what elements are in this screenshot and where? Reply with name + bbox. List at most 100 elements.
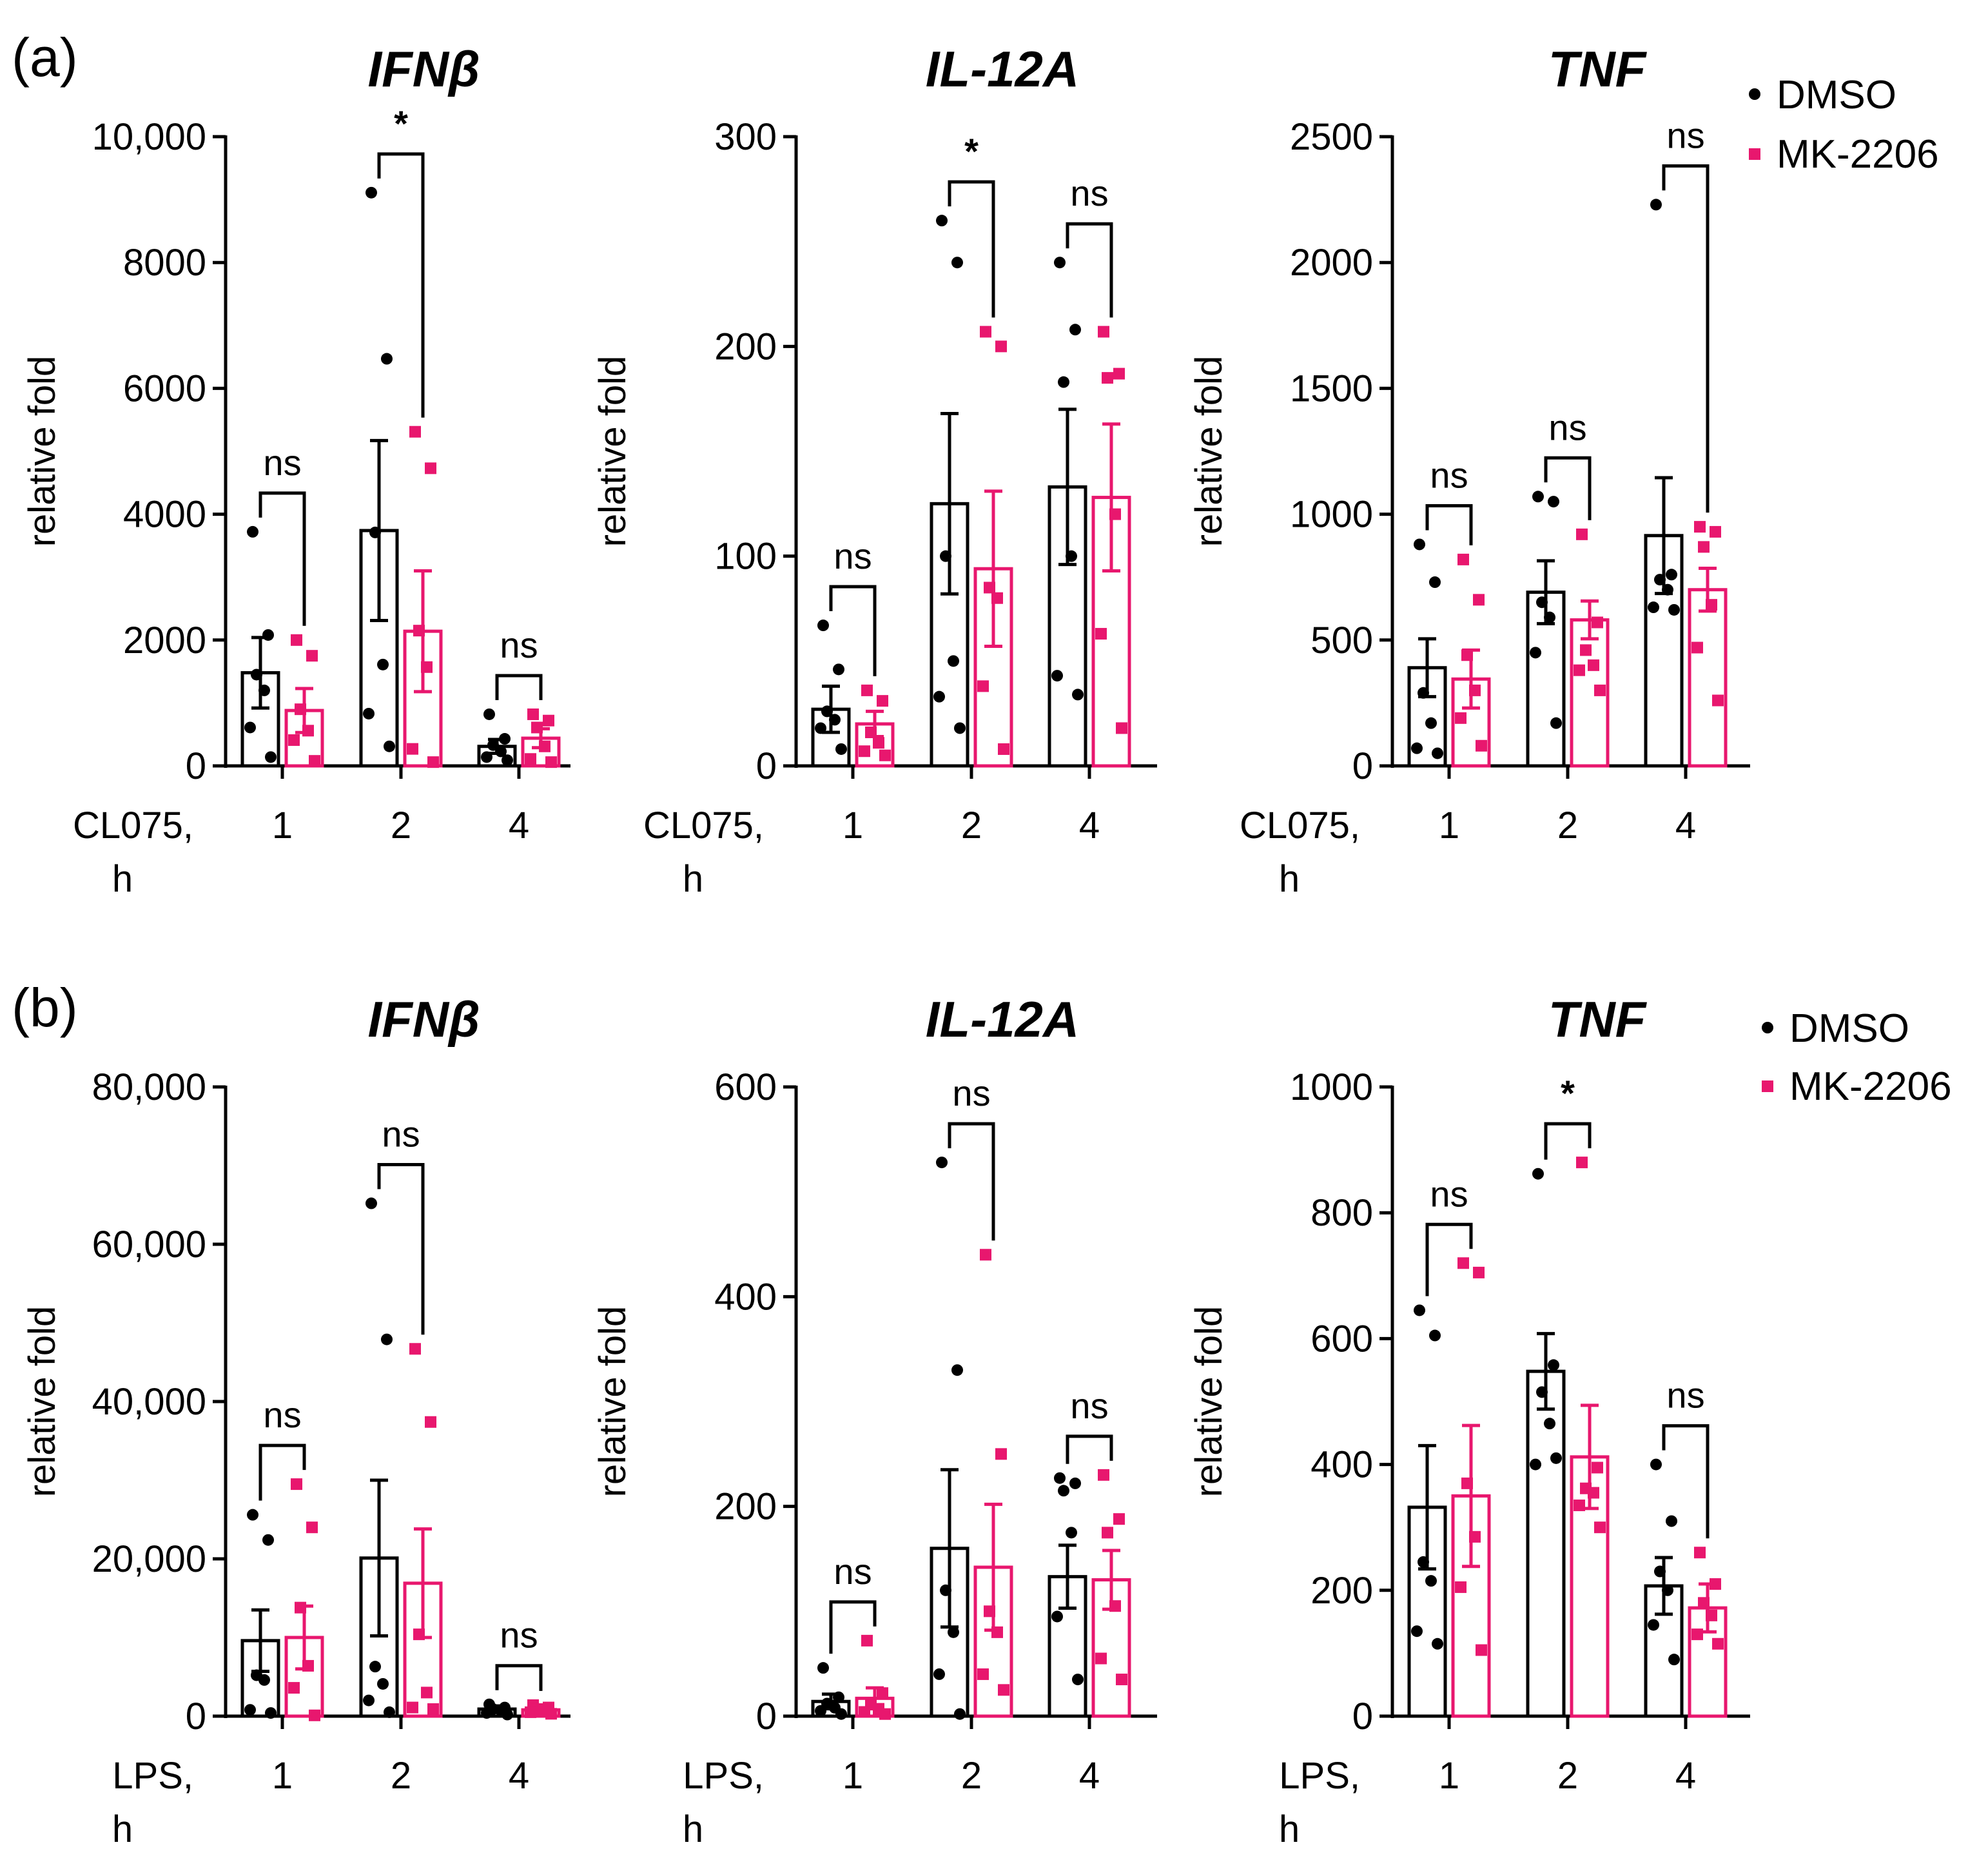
significance-label: ns [263,442,301,483]
significance-label: ns [952,1073,990,1113]
data-point-dmso [495,745,507,758]
legend-mk-marker [1762,1080,1773,1092]
x-axis-unit-label: h [683,1808,703,1850]
data-point-mk2206 [865,726,877,738]
x-tick-label: 4 [1079,805,1100,846]
data-point-dmso [1414,1304,1425,1316]
x-tick-label: 2 [961,1755,982,1797]
data-point-dmso [1432,1637,1443,1650]
data-point-mk2206 [407,743,418,755]
legend-dmso-marker [1762,1022,1773,1033]
x-tick-label: 1 [1439,805,1459,846]
chart-a-3: TNF relative fold 0 500 1000 1500 2000 2500 CL07… [1188,41,1750,900]
significance-bracket [1425,503,1473,545]
data-point-dmso [951,1364,963,1376]
data-point-dmso [381,353,393,365]
panel-label-b: (b) [12,977,78,1038]
data-point-mk2206 [302,1659,314,1672]
data-point-mk2206 [1469,1530,1481,1543]
data-point-dmso [817,1662,829,1674]
data-point-dmso [365,186,377,199]
y-tick-label: 800 [1311,1192,1373,1234]
data-point-dmso [262,629,274,641]
y-tick-label: 0 [756,745,777,787]
data-point-dmso [258,1674,270,1686]
data-point-mk2206 [1592,1461,1603,1474]
data-point-mk2206 [1457,1257,1469,1269]
x-tick-label: 1 [272,805,293,846]
data-point-dmso [1550,1452,1562,1464]
data-point-mk2206 [1461,649,1473,661]
data-point-mk2206 [1576,1157,1588,1169]
data-point-mk2206 [421,661,433,673]
data-point-mk2206 [1691,1628,1703,1641]
data-point-mk2206 [984,582,995,594]
data-point-dmso [262,1534,274,1546]
x-axis-unit-label: h [112,1808,133,1850]
y-tick-label: 0 [1352,745,1373,787]
data-point-mk2206 [1698,1597,1710,1609]
x-axis-label: LPS, [1279,1755,1360,1797]
x-tick-label: 1 [272,1755,293,1797]
data-point-mk2206 [306,1521,318,1534]
data-point-mk2206 [1574,1500,1585,1512]
data-point-mk2206 [525,1706,536,1718]
data-point-dmso [815,1705,826,1717]
data-point-mk2206 [1594,684,1606,696]
data-point-mk2206 [1694,1547,1706,1559]
significance-label: ns [500,625,538,665]
data-point-dmso [1051,670,1063,682]
data-point-dmso [1666,1515,1677,1527]
data-point-dmso [377,658,389,670]
data-point-mk2206 [413,1628,425,1641]
data-point-mk2206 [1592,616,1603,629]
data-point-mk2206 [1095,628,1107,640]
data-point-dmso [1536,1386,1548,1398]
x-axis-label: CL075, [643,805,764,846]
y-tick-label: 2000 [123,620,206,661]
y-axis-label: relative fold [21,1306,63,1498]
data-point-dmso [1544,1418,1555,1430]
chart-title: IL-12A [926,41,1079,97]
data-point-dmso [835,1708,847,1720]
data-point-mk2206 [1691,641,1703,654]
data-point-mk2206 [539,740,551,752]
data-point-dmso [502,1708,513,1721]
data-point-dmso [936,1157,948,1169]
data-point-dmso [244,721,256,734]
chart-a-2: IL-12A relative fold 0 100 200 300 CL075, h 1 ns 2… [592,41,1157,900]
data-point-mk2206 [1109,508,1121,520]
legend-b: DMSO MK-2206 [1762,1006,1952,1109]
data-point-dmso [1054,1472,1066,1484]
x-tick-label: 2 [391,805,411,846]
data-point-mk2206 [1576,528,1588,540]
y-tick-label: 8000 [123,242,206,284]
data-point-dmso [1668,603,1680,616]
data-point-mk2206 [859,1706,870,1718]
legend-a: DMSO MK-2206 [1749,73,1939,177]
data-point-mk2206 [998,743,1009,755]
data-point-dmso [1418,1556,1429,1568]
data-point-dmso [821,705,833,718]
data-point-mk2206 [425,462,436,474]
data-point-dmso [1536,596,1548,609]
data-point-mk2206 [879,1708,891,1720]
y-tick-label: 0 [756,1696,777,1737]
significance-bracket [258,491,306,626]
significance-bracket [1662,1424,1710,1539]
data-point-dmso [369,1661,381,1673]
y-tick-label: 600 [1311,1318,1373,1360]
significance-bracket [1544,456,1592,520]
legend-dmso-label: DMSO [1789,1006,1909,1051]
data-point-dmso [377,1677,389,1690]
data-point-dmso [481,751,492,763]
data-point-dmso [948,1626,959,1638]
data-point-dmso [1069,324,1081,336]
data-point-mk2206 [409,425,421,438]
data-point-dmso [1530,1458,1541,1471]
data-point-mk2206 [1098,326,1109,338]
data-point-dmso [1066,1527,1077,1539]
data-point-mk2206 [527,708,539,720]
data-point-mk2206 [1455,712,1467,724]
